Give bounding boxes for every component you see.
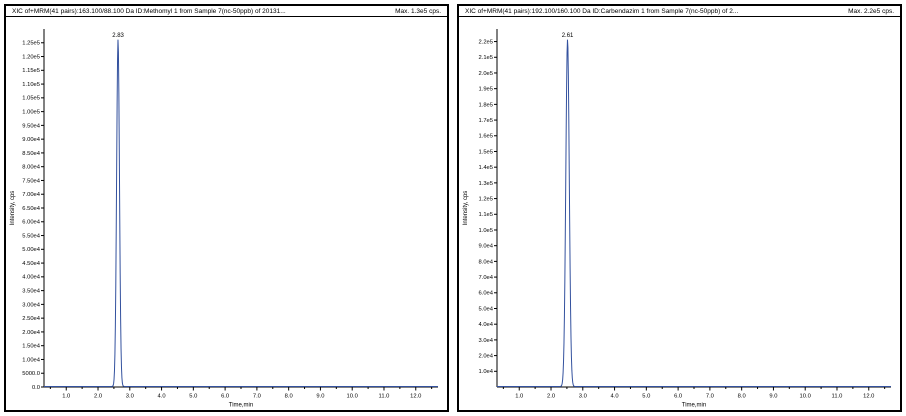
y-tick-label: 1.00e5 — [22, 110, 40, 116]
chromatogram-trace — [497, 39, 891, 388]
y-axis-title: Intensity, cps — [463, 191, 469, 226]
y-tick-label: 4.50e4 — [22, 261, 41, 267]
x-tick-label: 9.0 — [316, 394, 324, 400]
y-axis-title: Intensity, cps — [10, 191, 16, 226]
y-tick-label: 1.05e5 — [22, 96, 40, 102]
x-tick-label: 8.0 — [285, 394, 293, 400]
y-tick-label: 6.00e4 — [22, 220, 41, 226]
x-tick-label: 11.0 — [832, 394, 843, 400]
y-tick-label: 1.00e4 — [22, 357, 41, 363]
y-tick-label: 2.0e5 — [478, 71, 493, 77]
x-tick-label: 4.0 — [158, 394, 166, 400]
panel-title: XIC of+MRM(41 pairs):192.100/160.100 Da … — [465, 8, 739, 15]
panel-title: XIC of+MRM(41 pairs):163.100/88.100 Da I… — [12, 8, 286, 15]
x-tick-label: 12.0 — [863, 394, 874, 400]
y-tick-label: 2.2e5 — [478, 39, 493, 45]
y-tick-label: 1.3e5 — [478, 181, 493, 187]
chromatogram-panel-methomyl: XIC of+MRM(41 pairs):163.100/88.100 Da I… — [4, 4, 449, 412]
x-tick-label: 3.0 — [579, 394, 587, 400]
y-tick-label: 1.50e4 — [22, 344, 41, 350]
y-tick-label: 4.00e4 — [22, 275, 41, 281]
x-tick-label: 5.0 — [642, 394, 650, 400]
y-tick-label: 1.0e5 — [478, 228, 493, 234]
y-tick-label: 9.50e4 — [22, 123, 41, 129]
x-tick-label: 4.0 — [611, 394, 619, 400]
y-tick-label: 1.1e5 — [478, 212, 493, 218]
x-tick-label: 11.0 — [379, 394, 390, 400]
y-tick-label: 3.0e4 — [478, 338, 493, 344]
y-tick-label: 1.25e5 — [22, 41, 40, 47]
y-tick-label: 4.0e4 — [478, 322, 493, 328]
x-axis-title: Time,min — [229, 403, 253, 409]
x-tick-label: 10.0 — [800, 394, 811, 400]
y-tick-label: 8.00e4 — [22, 165, 41, 171]
y-tick-label: 1.8e5 — [478, 102, 493, 108]
y-tick-label: 2.1e5 — [478, 55, 493, 61]
x-tick-label: 2.0 — [94, 394, 102, 400]
x-tick-label: 6.0 — [221, 394, 229, 400]
x-tick-label: 9.0 — [769, 394, 777, 400]
y-tick-label: 2.50e4 — [22, 316, 41, 322]
y-tick-label: 7.50e4 — [22, 178, 41, 184]
y-tick-label: 1.15e5 — [22, 68, 40, 74]
y-tick-label: 9.00e4 — [22, 137, 41, 143]
y-tick-label: 7.0e4 — [478, 275, 493, 281]
y-tick-label: 1.10e5 — [22, 82, 40, 88]
y-tick-label: 6.50e4 — [22, 206, 41, 212]
x-tick-label: 3.0 — [126, 394, 134, 400]
y-tick-label: 2.0e4 — [478, 353, 493, 359]
y-tick-label: 3.00e4 — [22, 302, 41, 308]
peak-rt-label: 2.61 — [562, 33, 574, 39]
y-tick-label: 1.5e5 — [478, 149, 493, 155]
y-tick-label: 7.00e4 — [22, 192, 41, 198]
y-tick-label: 5000.0 — [22, 371, 40, 377]
x-tick-label: 7.0 — [706, 394, 714, 400]
y-tick-label: 1.4e5 — [478, 165, 493, 171]
y-tick-label: 1.7e5 — [478, 118, 493, 124]
y-tick-label: 1.20e5 — [22, 54, 40, 60]
x-tick-label: 1.0 — [62, 394, 70, 400]
x-tick-label: 12.0 — [410, 394, 421, 400]
chromatogram-plot: 0.0 5000.0 1.00e4 1.50e4 2.00e4 2.50e4 3.00e4 3… — [10, 29, 438, 409]
chromatogram-plot: 1.0e4 2.0e4 3.0e4 4.0e4 5.0e4 6.0e4 7.0e4 8.0e4… — [463, 29, 891, 409]
y-tick-label: 3.50e4 — [22, 289, 41, 295]
y-tick-label: 9.0e4 — [478, 244, 493, 250]
x-tick-label: 5.0 — [189, 394, 197, 400]
y-tick-label: 5.00e4 — [22, 247, 41, 253]
y-tick-label: 8.0e4 — [478, 259, 493, 265]
y-tick-label: 1.2e5 — [478, 196, 493, 202]
y-tick-label: 5.0e4 — [478, 306, 493, 312]
panel-header: XIC of+MRM(41 pairs):163.100/88.100 Da I… — [6, 6, 447, 17]
x-tick-label: 8.0 — [738, 394, 746, 400]
x-tick-label: 6.0 — [674, 394, 682, 400]
y-tick-label: 1.0e4 — [478, 369, 493, 375]
x-axis-title: Time,min — [682, 403, 706, 409]
chromatogram-panel-carbendazim: XIC of+MRM(41 pairs):192.100/160.100 Da … — [457, 4, 902, 412]
y-tick-label: 5.50e4 — [22, 233, 41, 239]
y-tick-label: 0.0 — [32, 385, 40, 391]
x-tick-label: 7.0 — [253, 394, 261, 400]
y-tick-label: 1.6e5 — [478, 134, 493, 140]
y-tick-label: 2.00e4 — [22, 330, 41, 336]
panel-header: XIC of+MRM(41 pairs):192.100/160.100 Da … — [459, 6, 900, 17]
x-tick-label: 10.0 — [347, 394, 358, 400]
panel-max-intensity-label: Max. 1.3e5 cps. — [395, 8, 441, 15]
peak-rt-label: 2.83 — [112, 33, 124, 39]
x-tick-label: 1.0 — [515, 394, 523, 400]
x-tick-label: 2.0 — [547, 394, 555, 400]
y-tick-label: 1.9e5 — [478, 87, 493, 93]
y-tick-label: 8.50e4 — [22, 151, 41, 157]
y-tick-label: 6.0e4 — [478, 291, 493, 297]
panel-max-intensity-label: Max. 2.2e5 cps. — [848, 8, 894, 15]
chromatogram-trace — [44, 39, 438, 387]
